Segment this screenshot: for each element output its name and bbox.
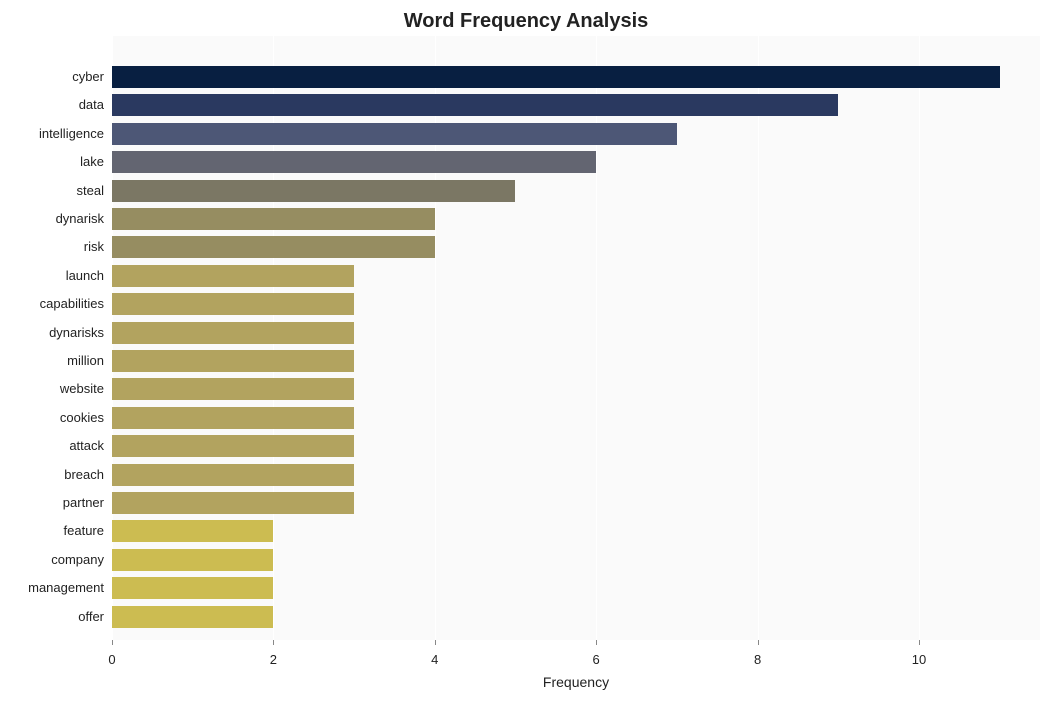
bar — [112, 606, 273, 628]
bar — [112, 236, 435, 258]
y-label: risk — [0, 236, 104, 258]
y-label: partner — [0, 492, 104, 514]
bar — [112, 322, 354, 344]
y-label: company — [0, 549, 104, 571]
y-label: steal — [0, 180, 104, 202]
y-label: launch — [0, 265, 104, 287]
y-label: cookies — [0, 407, 104, 429]
x-tick — [919, 640, 920, 645]
x-axis-title: Frequency — [543, 674, 609, 690]
x-tick — [596, 640, 597, 645]
gridline — [919, 36, 920, 640]
bar — [112, 378, 354, 400]
y-label: intelligence — [0, 123, 104, 145]
y-label: data — [0, 94, 104, 116]
chart-title: Word Frequency Analysis — [0, 10, 1052, 33]
y-label: dynarisk — [0, 208, 104, 230]
y-label: lake — [0, 151, 104, 173]
y-label: attack — [0, 435, 104, 457]
bar — [112, 208, 435, 230]
y-label: capabilities — [0, 293, 104, 315]
y-label: million — [0, 350, 104, 372]
x-tick-label: 8 — [754, 652, 761, 667]
x-tick-label: 2 — [270, 652, 277, 667]
bar — [112, 94, 838, 116]
bar — [112, 435, 354, 457]
bar — [112, 520, 273, 542]
y-label: feature — [0, 520, 104, 542]
y-label: dynarisks — [0, 322, 104, 344]
bar — [112, 151, 596, 173]
plot-area — [112, 36, 1040, 640]
bar — [112, 407, 354, 429]
y-label: website — [0, 378, 104, 400]
bar — [112, 123, 677, 145]
x-tick-label: 0 — [108, 652, 115, 667]
bar — [112, 464, 354, 486]
chart-container: Word Frequency Analysis Frequency 0 2 4 6 8 1… — [0, 0, 1052, 701]
bar — [112, 549, 273, 571]
x-tick-label: 4 — [431, 652, 438, 667]
gridline — [758, 36, 759, 640]
bar — [112, 350, 354, 372]
bar — [112, 265, 354, 287]
bar — [112, 180, 515, 202]
x-tick — [112, 640, 113, 645]
y-label: offer — [0, 606, 104, 628]
bar — [112, 293, 354, 315]
bar — [112, 66, 1000, 88]
x-tick-label: 10 — [912, 652, 926, 667]
bar — [112, 577, 273, 599]
y-label: management — [0, 577, 104, 599]
x-tick — [273, 640, 274, 645]
x-tick — [435, 640, 436, 645]
y-label: breach — [0, 464, 104, 486]
x-tick-label: 6 — [593, 652, 600, 667]
y-label: cyber — [0, 66, 104, 88]
x-tick — [758, 640, 759, 645]
bar — [112, 492, 354, 514]
